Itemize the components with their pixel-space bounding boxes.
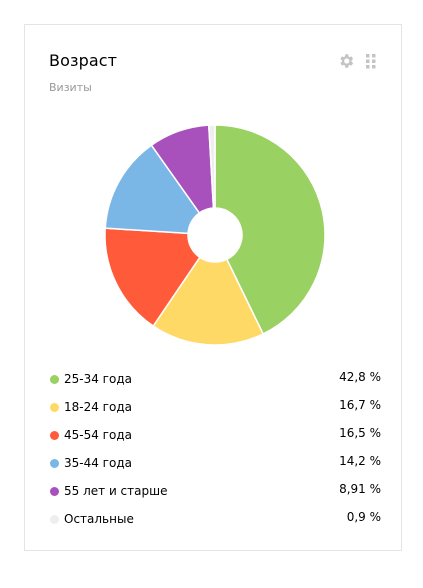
pie-slice-2[interactable] — [104, 227, 201, 328]
pie-slice-3[interactable] — [104, 144, 201, 235]
gear-icon[interactable] — [337, 52, 355, 70]
legend-color-dot — [50, 487, 59, 496]
legend-value: 0,9 % — [346, 510, 381, 524]
legend-color-dot — [50, 403, 59, 412]
legend-value: 8,91 % — [339, 482, 381, 496]
chart-legend: 25-34 года 42,8 % 18-24 года 16,7 % 45-54 го… — [49, 365, 381, 533]
legend-label: 35-44 года — [64, 456, 132, 470]
legend-item[interactable]: 35-44 года 14,2 % — [49, 449, 381, 477]
legend-label: Остальные — [64, 512, 134, 526]
legend-item[interactable]: 18-24 года 16,7 % — [49, 393, 381, 421]
legend-color-dot — [50, 459, 59, 468]
legend-value: 16,7 % — [339, 398, 381, 412]
legend-color-dot — [50, 515, 59, 524]
legend-item[interactable]: Остальные 0,9 % — [49, 505, 381, 533]
legend-label: 25-34 года — [64, 372, 132, 386]
legend-label: 18-24 года — [64, 400, 132, 414]
legend-value: 14,2 % — [339, 454, 381, 468]
widget-subtitle: Визиты — [49, 81, 92, 94]
legend-color-dot — [50, 431, 59, 440]
legend-item[interactable]: 45-54 года 16,5 % — [49, 421, 381, 449]
legend-color-dot — [50, 375, 59, 384]
grip-icon[interactable] — [366, 54, 376, 69]
pie-slice-5[interactable] — [207, 124, 216, 209]
pie-slice-1[interactable] — [152, 256, 265, 346]
legend-item[interactable]: 55 лет и старше 8,91 % — [49, 477, 381, 505]
legend-value: 42,8 % — [339, 370, 381, 384]
age-widget: Возраст Визиты 25-34 года 42,8 % 18-24 год… — [24, 24, 402, 551]
legend-item[interactable]: 25-34 года 42,8 % — [49, 365, 381, 393]
legend-label: 45-54 года — [64, 428, 132, 442]
widget-title: Возраст — [49, 51, 118, 70]
pie-slice-0[interactable] — [214, 124, 326, 335]
age-donut-chart — [104, 124, 326, 346]
legend-value: 16,5 % — [339, 426, 381, 440]
legend-label: 55 лет и старше — [64, 484, 168, 498]
